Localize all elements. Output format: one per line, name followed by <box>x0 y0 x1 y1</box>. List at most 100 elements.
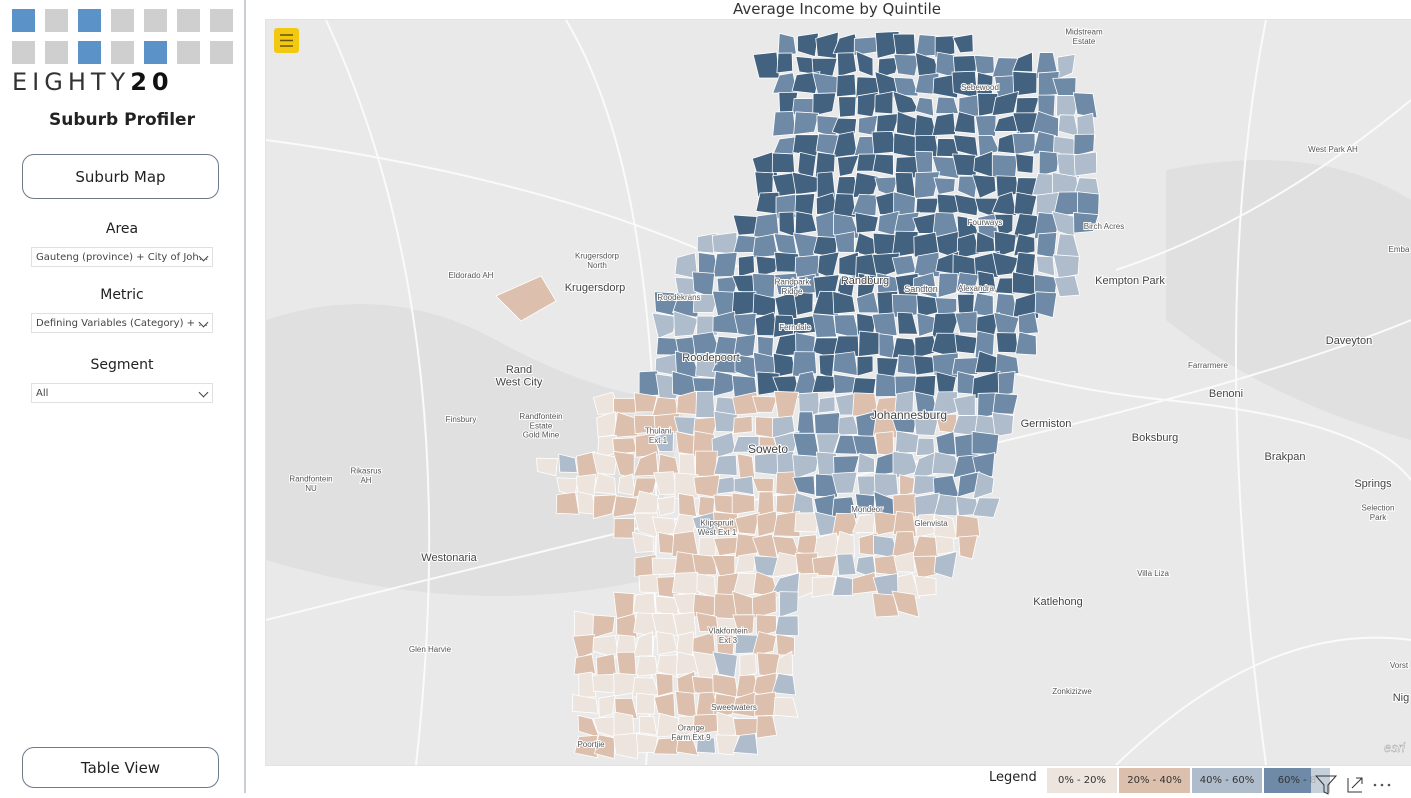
suburb <box>894 430 920 454</box>
place-label: Eldorado AH <box>449 271 494 280</box>
place-line: Krugersdorp <box>575 252 620 261</box>
place-label: Roodekrans <box>657 293 700 302</box>
suburb <box>994 352 1020 377</box>
suburb <box>854 212 879 234</box>
suburb <box>913 355 939 376</box>
suburb <box>852 171 880 199</box>
place-label: Randpark Ridge <box>775 278 811 296</box>
suburb <box>731 291 757 317</box>
suburb <box>616 613 638 639</box>
suburb <box>634 432 660 458</box>
place-label: Kempton Park <box>1095 275 1165 287</box>
place-label: Sweetwaters <box>711 703 757 712</box>
suburb <box>873 555 899 576</box>
suburb <box>656 654 678 678</box>
suburb <box>732 733 759 755</box>
suburb <box>775 633 795 656</box>
place-line: Nig <box>1393 692 1410 704</box>
suburb <box>696 736 716 754</box>
suburb <box>734 533 758 558</box>
suburb <box>656 495 676 517</box>
suburb <box>951 357 980 375</box>
place-line: Klipspruit <box>701 519 735 528</box>
dropdown[interactable]: Defining Variables (Category) + ... <box>31 313 213 333</box>
suburb <box>958 535 978 560</box>
suburb <box>814 412 841 437</box>
suburb <box>715 734 740 756</box>
suburb <box>612 732 641 760</box>
more-icon[interactable] <box>1373 783 1391 787</box>
place-label: Selection Park <box>1362 504 1395 522</box>
suburb <box>692 293 720 313</box>
suburb <box>971 174 997 199</box>
suburb <box>836 553 857 576</box>
dropdown[interactable]: Gauteng (province) + City of Joh... <box>31 247 213 267</box>
suburb <box>732 691 757 718</box>
place-label: Klipspruit West Ext 1 <box>698 519 737 537</box>
place-line: Roodekrans <box>657 293 700 302</box>
suburb <box>892 33 916 57</box>
place-line: Randpark <box>775 278 811 287</box>
sidebar: EIGHTY20 Suburb Profiler Suburb Map Area… <box>0 0 246 793</box>
place-label: Birch Acres <box>1084 222 1124 231</box>
suburb <box>794 254 820 278</box>
suburb <box>871 131 897 155</box>
suburb <box>651 557 679 576</box>
suburb <box>852 435 878 456</box>
suburb <box>817 396 836 414</box>
suburb <box>811 576 837 598</box>
suburb <box>871 312 898 337</box>
menu-icon <box>280 34 293 47</box>
suburb <box>874 31 900 59</box>
suburb <box>711 231 738 255</box>
suburb <box>674 472 699 500</box>
place-label: Emba <box>1389 245 1410 254</box>
suburb <box>1012 133 1036 155</box>
place-label: Johannesburg <box>871 408 947 422</box>
suburb <box>838 96 857 118</box>
suburb <box>693 474 720 498</box>
suburb <box>913 410 941 436</box>
suburb <box>877 56 901 79</box>
place-line: Eldorado AH <box>449 271 494 280</box>
suburb <box>1012 51 1034 73</box>
place-line: Mondeor <box>851 505 883 514</box>
suburb <box>832 575 856 597</box>
place-line: West City <box>496 377 543 389</box>
nav-button[interactable]: Table View <box>22 747 219 788</box>
suburb <box>797 32 820 58</box>
suburb <box>1052 254 1080 279</box>
place-line: Park <box>1370 513 1387 522</box>
suburb <box>896 354 919 375</box>
suburb <box>674 276 698 298</box>
logo-square <box>78 9 101 32</box>
map-title: Average Income by Quintile <box>733 0 941 18</box>
suburb <box>913 171 941 200</box>
place-label: Germiston <box>1021 418 1072 430</box>
place-line: Daveyton <box>1326 335 1372 347</box>
suburb <box>732 614 755 636</box>
suburb <box>1051 210 1076 238</box>
suburb <box>756 715 778 739</box>
suburb <box>633 512 659 538</box>
suburb <box>731 492 756 515</box>
place-label: Springs <box>1354 478 1392 490</box>
place-line: Vorst <box>1390 661 1409 670</box>
focus-icon[interactable] <box>1347 777 1363 793</box>
dropdown[interactable]: All <box>31 383 213 403</box>
suburb <box>638 715 658 736</box>
place-label: Poortjie <box>577 740 605 749</box>
suburb <box>1038 150 1060 177</box>
logo-square <box>177 41 200 64</box>
place-label: Brakpan <box>1265 451 1306 463</box>
suburb <box>613 518 635 539</box>
place-label: Rikasrus AH <box>350 467 381 485</box>
suburb <box>593 472 617 495</box>
app-title: Suburb Profiler <box>49 110 195 130</box>
suburb <box>972 452 996 478</box>
suburb <box>991 411 1014 437</box>
nav-button[interactable]: Suburb Map <box>22 154 219 199</box>
legend-item: 20% - 40% <box>1119 768 1190 793</box>
suburb <box>873 473 899 499</box>
